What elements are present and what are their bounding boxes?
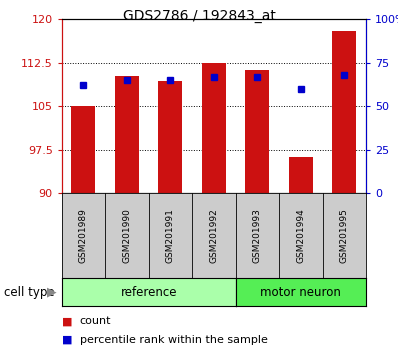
Text: ▶: ▶ — [47, 286, 57, 298]
Text: motor neuron: motor neuron — [260, 286, 341, 298]
Text: cell type: cell type — [4, 286, 55, 298]
Text: GSM201994: GSM201994 — [297, 208, 305, 263]
Text: GSM201992: GSM201992 — [209, 208, 219, 263]
Text: GSM201993: GSM201993 — [253, 208, 262, 263]
Text: GSM201989: GSM201989 — [79, 208, 88, 263]
Text: GSM201995: GSM201995 — [340, 208, 349, 263]
Bar — [158, 81, 182, 193]
Text: ■: ■ — [62, 335, 72, 345]
Text: count: count — [80, 316, 111, 326]
Text: ■: ■ — [62, 316, 72, 326]
Bar — [72, 105, 96, 193]
Bar — [332, 31, 356, 193]
Text: percentile rank within the sample: percentile rank within the sample — [80, 335, 267, 345]
Bar — [246, 70, 269, 193]
Text: GDS2786 / 192843_at: GDS2786 / 192843_at — [123, 9, 275, 23]
Text: reference: reference — [121, 286, 177, 298]
Bar — [115, 76, 139, 193]
Bar — [202, 63, 226, 193]
Text: GSM201990: GSM201990 — [123, 208, 131, 263]
Text: GSM201991: GSM201991 — [166, 208, 175, 263]
Bar — [289, 157, 313, 193]
